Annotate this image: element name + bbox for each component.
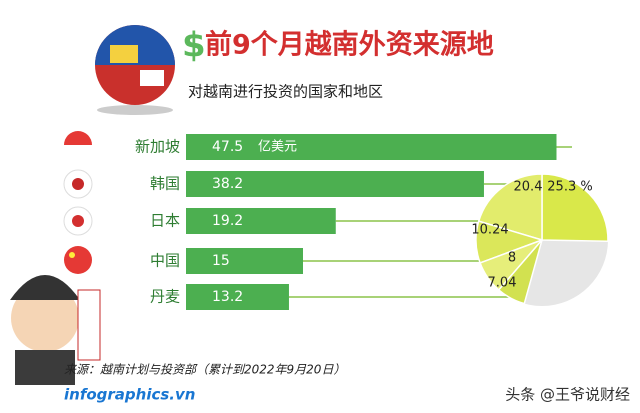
- category-label: 中国: [150, 252, 180, 270]
- globe-flag: [110, 45, 138, 63]
- pie-label: 25.3 %: [547, 180, 592, 195]
- flags: [63, 131, 93, 274]
- pie-label: 8: [508, 251, 516, 266]
- pie-label: 7.04: [488, 276, 517, 291]
- category-label: 韩国: [150, 175, 180, 193]
- footer-band: [0, 385, 640, 413]
- flag-china: [64, 246, 92, 274]
- globe-flag: [140, 70, 164, 86]
- bar: [186, 284, 289, 310]
- pie-slice: [497, 239, 543, 305]
- flag-part: [64, 145, 92, 159]
- globe: [95, 25, 175, 115]
- category-label: 丹麦: [150, 288, 180, 306]
- source: 来源：越南计划与投资部（累计到2022年9月20日）: [64, 363, 345, 377]
- flag-part: [72, 215, 84, 227]
- pie-slice: [477, 173, 543, 242]
- pie-slice: [541, 173, 609, 243]
- pie-label: 10.24: [471, 223, 508, 238]
- unit-label: 亿美元: [258, 140, 297, 155]
- bar: [186, 171, 484, 197]
- pie-label: 20.4: [514, 180, 543, 195]
- globe-shadow: [97, 105, 173, 115]
- value-label: 19.2: [212, 213, 243, 229]
- footer: infographics.vn: [64, 386, 195, 404]
- flag-part: [72, 178, 84, 190]
- value-label: 15: [212, 253, 230, 269]
- value-label: 47.5: [212, 139, 243, 155]
- bar: [186, 208, 336, 234]
- cartoon-hat: [10, 275, 80, 300]
- category-label: 日本: [150, 212, 180, 230]
- cartoon-face: [11, 284, 79, 352]
- plot: 新加坡 47.5 韩国 38.2 日本 19.2 中国 15 丹麦 13.2 亿美元 25.3 % 20…: [135, 134, 609, 310]
- category-label: 新加坡: [135, 138, 180, 156]
- bar: [186, 248, 303, 274]
- cartoon-scroll: [77, 289, 101, 361]
- watermark: 头条 @王爷说财经: [505, 386, 630, 404]
- value-label: 13.2: [212, 289, 243, 305]
- chart-subtitle: 对越南进行投资的国家和地区: [188, 83, 383, 101]
- bar: [186, 134, 557, 160]
- title-icon: $: [182, 26, 206, 66]
- chart-title: 前9个月越南外资来源地: [205, 29, 494, 61]
- flag-part: [69, 252, 75, 258]
- value-label: 38.2: [212, 176, 243, 192]
